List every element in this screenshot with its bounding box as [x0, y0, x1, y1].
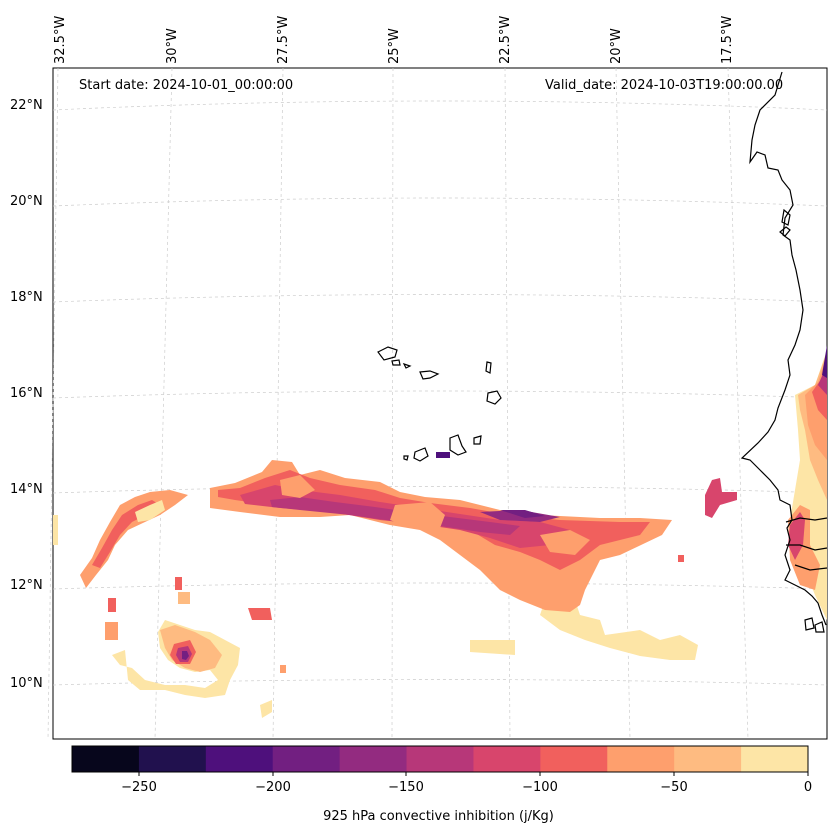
colorbar-tick-label: −50 [660, 780, 688, 795]
contour-west-edge [53, 515, 58, 545]
island-santo-antao [377, 346, 398, 361]
contour-coast-darkest [822, 345, 827, 378]
start-date-label: Start date: 2024-10-01_00:00:00 [79, 78, 294, 93]
colorbar-swatch [272, 746, 341, 772]
bissagos [804, 617, 825, 633]
colorbar-swatch [72, 746, 140, 772]
colorbar-swatch [607, 746, 675, 772]
africa-coastline [740, 71, 827, 626]
island-maio [473, 435, 482, 445]
cin-contours [53, 345, 827, 718]
lat-label: 18°N [10, 290, 43, 305]
contour-cyclone-core-3 [182, 651, 189, 660]
island-sao-vicente [391, 359, 401, 366]
contour-band-patch-a [390, 502, 445, 528]
contour-band-patch-b [540, 530, 590, 555]
island-santa-luzia [402, 362, 412, 369]
lat-label: 14°N [10, 482, 43, 497]
lat-label: 12°N [10, 578, 43, 593]
colorbar-title: 925 hPa convective inhibition (j/Kg) [323, 809, 554, 824]
colorbar-swatch [741, 746, 809, 772]
island-sal [485, 361, 492, 374]
islands-madeira-chain [779, 208, 791, 237]
island-santiago [449, 434, 467, 456]
contour-west-arc-inner [92, 500, 160, 568]
contour-bit-4 [178, 592, 190, 604]
gambia-river [785, 517, 828, 523]
contour-band-patch-c [280, 475, 315, 498]
contour-bit-1 [108, 598, 116, 612]
valid-date-label: Valid_date: 2024-10-03T19:00:00.00 [545, 78, 784, 93]
lon-label: 27.5°W [276, 15, 291, 64]
lon-label: 25°W [387, 28, 402, 64]
colorbar-tick-label: −100 [522, 780, 558, 795]
lon-label: 30°W [165, 28, 180, 64]
island-brava [403, 455, 409, 461]
colorbar-swatch [540, 746, 608, 772]
contour-band-darkest [500, 510, 545, 518]
contour-bit-3 [175, 577, 182, 590]
colorbar-tick-marks [138, 772, 809, 776]
lat-label: 20°N [10, 194, 43, 209]
colorbar-tick-label: −150 [388, 780, 424, 795]
contour-west-arc-light [135, 500, 165, 522]
contour-bit-2 [105, 622, 118, 640]
island-boa-vista [486, 390, 502, 405]
lat-label: 10°N [10, 676, 43, 691]
island-sao-nicolau [419, 370, 440, 380]
colorbar-swatch [406, 746, 474, 772]
lon-label: 32.5°W [53, 15, 68, 64]
contour-coast-patch [705, 478, 737, 518]
contour-band-outer-east [540, 600, 698, 660]
border-south [794, 564, 828, 571]
colorbar-tick-label: −200 [255, 780, 291, 795]
contour-bit-6 [678, 555, 684, 562]
lat-label: 22°N [10, 98, 43, 113]
colorbar-swatch [205, 746, 274, 772]
lat-label: 16°N [10, 386, 43, 401]
lon-label: 20°W [609, 28, 624, 64]
colorbar-swatch [473, 746, 541, 772]
colorbar-tick-label: 0 [803, 780, 813, 795]
contour-bit-8 [280, 665, 286, 673]
colorbar [71, 745, 809, 776]
contour-bit-7 [260, 700, 272, 718]
colorbar-swatch [339, 746, 408, 772]
coastlines [377, 71, 828, 633]
colorbar-frame [71, 745, 809, 773]
border-guinea [786, 544, 828, 551]
contour-coast-south-dark [788, 512, 805, 560]
colorbar-swatch [674, 746, 742, 772]
contour-bit-5 [248, 608, 272, 620]
lon-label: 17.5°W [720, 15, 735, 64]
colorbar-tick-label: −250 [121, 780, 157, 795]
lon-label: 22.5°W [498, 15, 513, 64]
contour-cv-spot [436, 452, 450, 458]
gridlines [47, 67, 828, 740]
island-fogo [413, 447, 429, 462]
colorbar-swatch [138, 746, 207, 772]
contour-band-outer [470, 640, 515, 655]
